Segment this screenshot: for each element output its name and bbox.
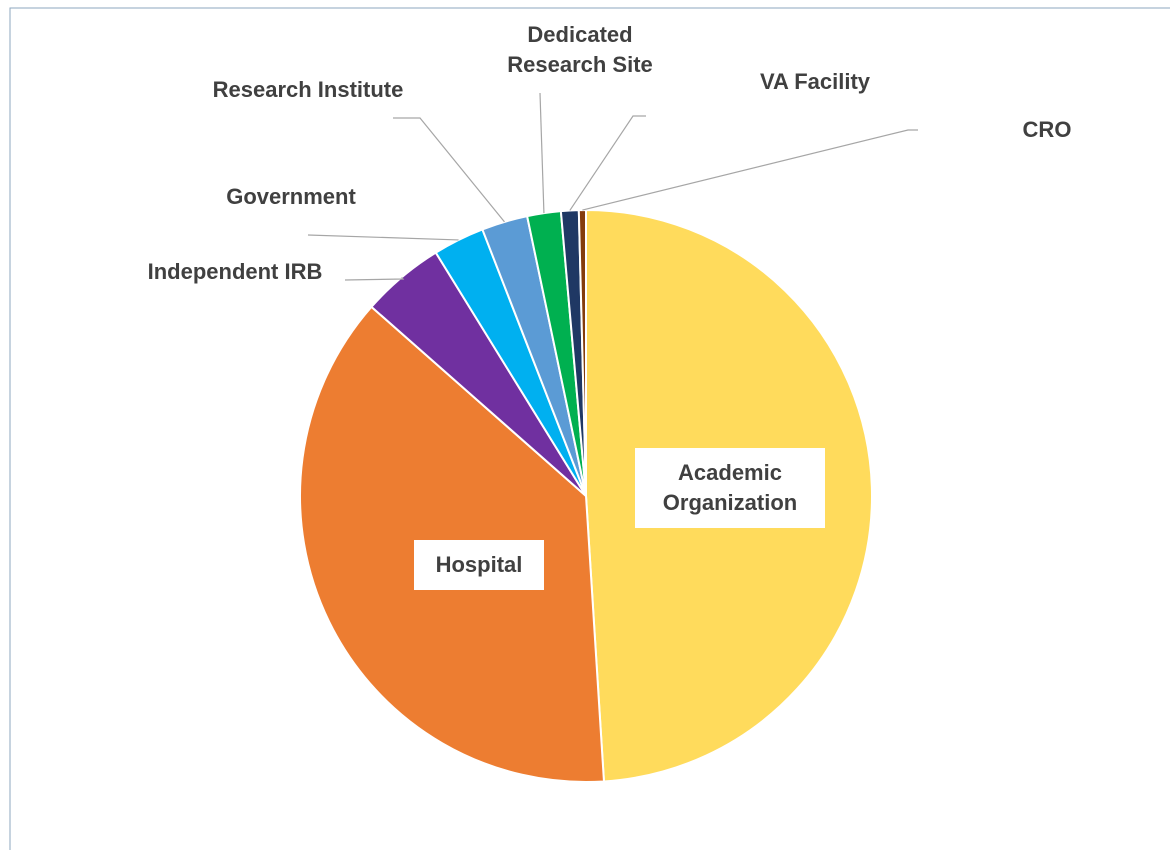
leader-line bbox=[393, 117, 505, 223]
leader-line bbox=[539, 92, 545, 214]
leader-line bbox=[344, 276, 405, 281]
slice-label: Academic Organization bbox=[635, 448, 825, 528]
slice-label: CRO bbox=[1022, 117, 1072, 142]
leader-line bbox=[582, 129, 918, 211]
slice-label: Independent IRB bbox=[147, 259, 323, 284]
slice-label: Research Institute bbox=[212, 77, 404, 102]
leader-line bbox=[569, 115, 646, 211]
slice-label: Hospital bbox=[414, 540, 544, 590]
slice-label: Government bbox=[226, 184, 356, 209]
leader-line bbox=[307, 234, 459, 241]
slice-label: Dedicated Research Site bbox=[507, 22, 653, 77]
slice-label: VA Facility bbox=[759, 69, 871, 94]
frame bbox=[9, 7, 1170, 850]
